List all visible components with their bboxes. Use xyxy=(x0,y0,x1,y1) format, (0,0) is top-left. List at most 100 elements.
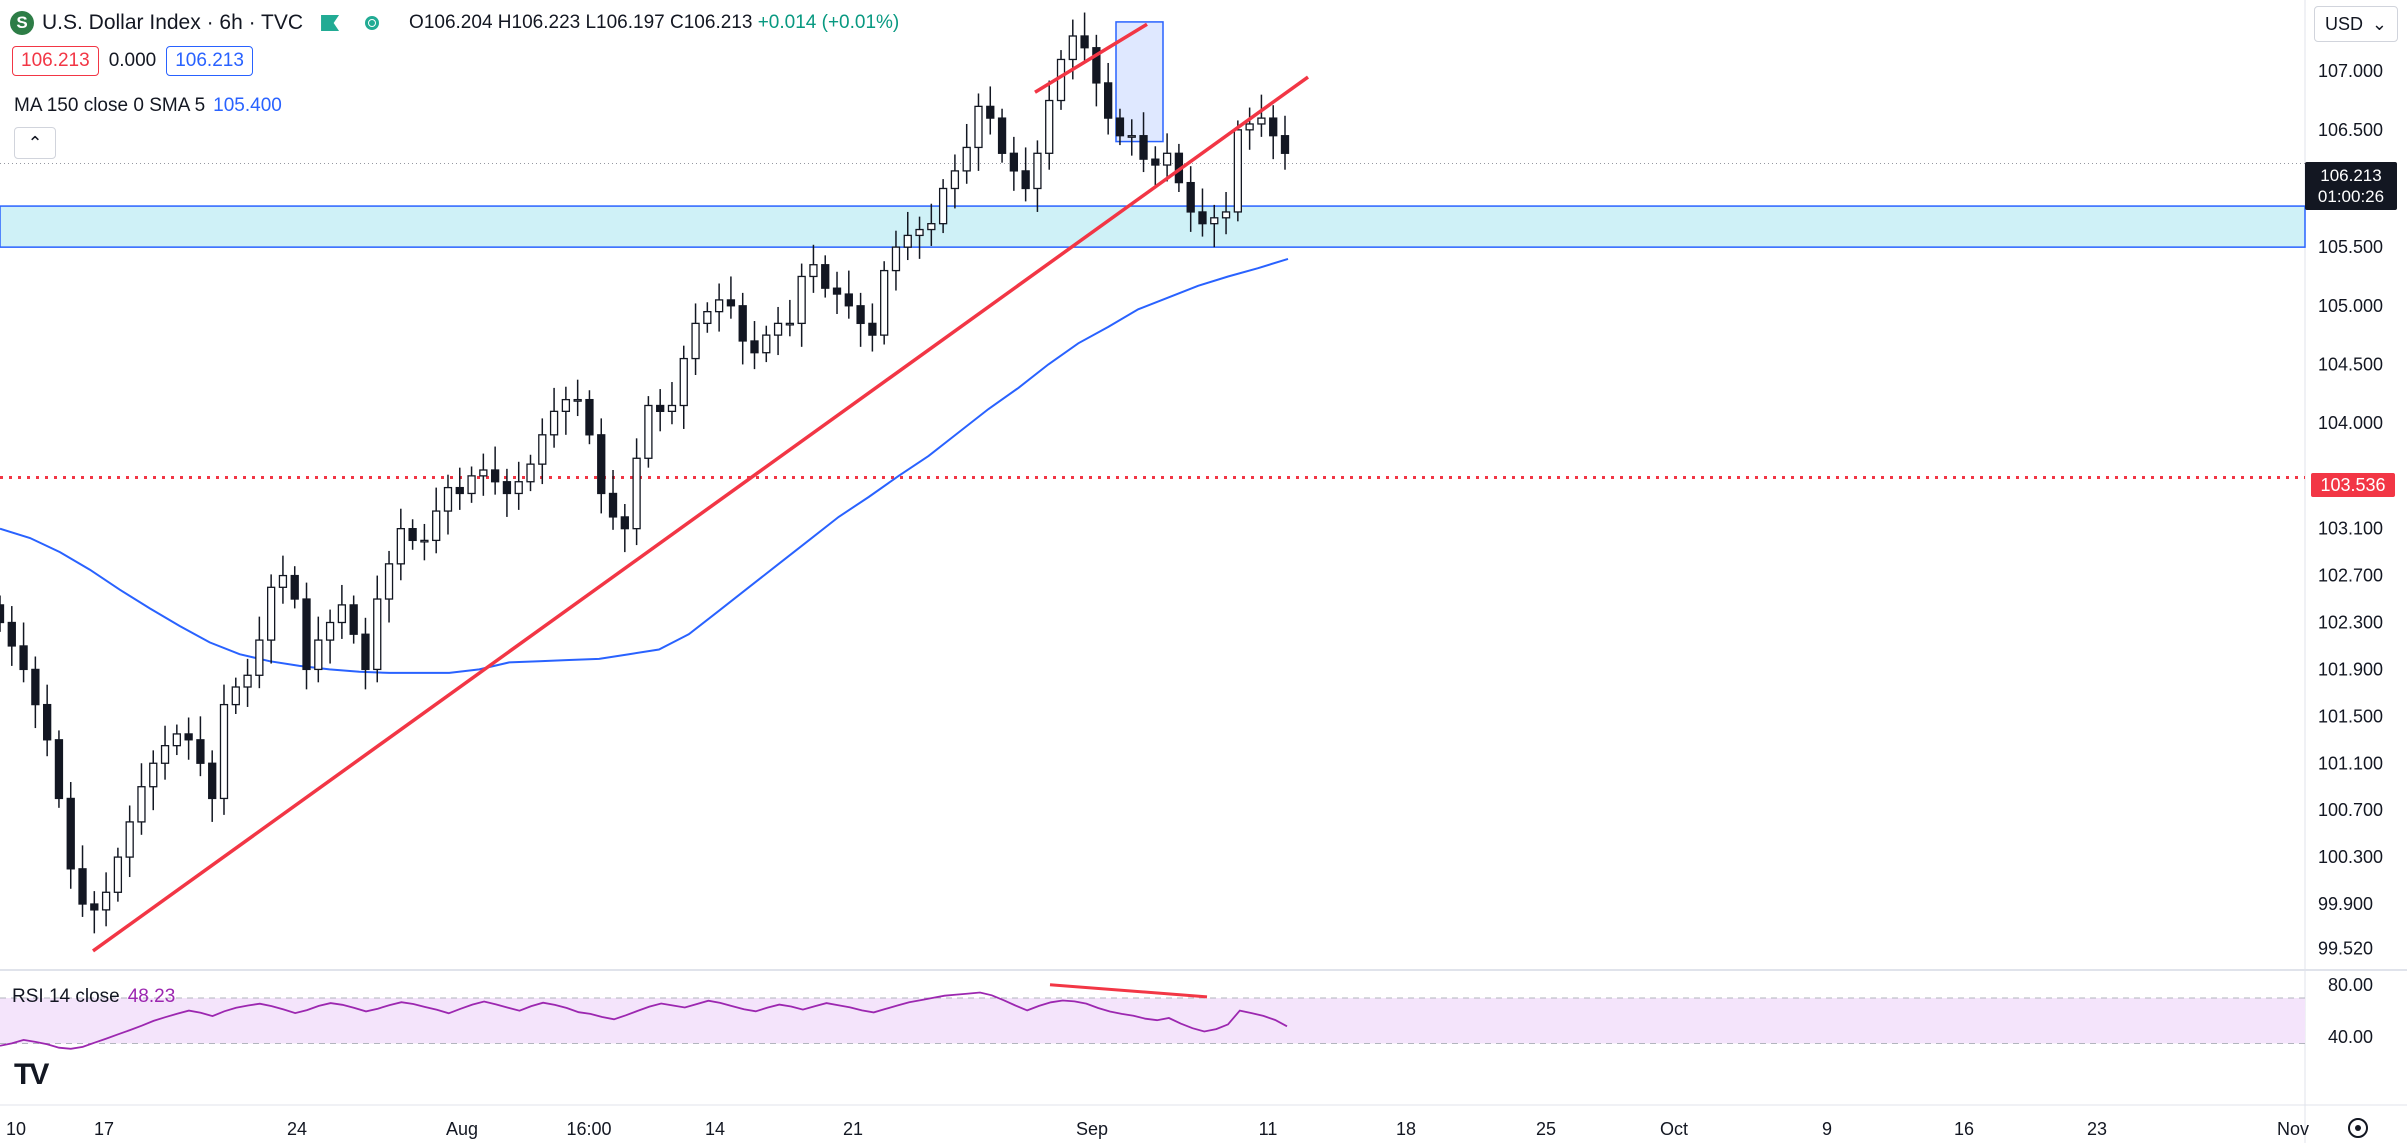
candle-down-body xyxy=(1151,158,1160,166)
candle-up-body xyxy=(773,322,783,336)
tradingview-logo-icon[interactable]: TV xyxy=(14,1058,49,1091)
candle-up-body xyxy=(703,310,712,325)
candle-up-body xyxy=(667,404,677,413)
time-axis-ticks: 10 17 24 Aug 16:00 14 21 Sep 11 18 25 Oct 9 16 23 Nov xyxy=(6,1119,2309,1139)
goto-realtime-icon[interactable] xyxy=(2348,1118,2368,1138)
candle xyxy=(196,716,205,777)
candle xyxy=(997,108,1007,163)
last-price-value: 106.213 xyxy=(2320,166,2382,185)
candle-down-body xyxy=(1009,152,1019,172)
candle-down-body xyxy=(986,105,995,119)
candle-up-body xyxy=(125,821,134,858)
time-tick-label: Oct xyxy=(1660,1119,1688,1139)
candle xyxy=(432,487,441,554)
collapse-legend-button[interactable]: ⌃ xyxy=(14,127,56,159)
candle-up-body xyxy=(337,604,347,624)
symbol-title[interactable]: U.S. Dollar Index · 6h · TVC xyxy=(42,11,304,34)
candle-up-body xyxy=(101,891,111,911)
candle-down-body xyxy=(1115,117,1125,137)
price-tick-label: 105.500 xyxy=(2318,237,2383,257)
candle xyxy=(408,519,417,550)
candle xyxy=(0,595,5,632)
candle xyxy=(538,418,547,485)
candle-up-body xyxy=(255,639,264,676)
candle xyxy=(1186,166,1195,232)
candle xyxy=(90,891,99,934)
flag-icon[interactable] xyxy=(321,15,340,31)
currency-selector[interactable]: USD ⌄ xyxy=(2314,6,2398,42)
trendline-rising-support xyxy=(91,75,1310,953)
candle xyxy=(785,299,795,337)
candle-up-body xyxy=(797,275,806,325)
time-tick-label: 17 xyxy=(94,1119,114,1139)
candle xyxy=(443,474,453,535)
candle-up-body xyxy=(172,733,181,747)
candle-up-body xyxy=(1127,135,1136,138)
candle xyxy=(502,468,512,517)
candle-down-body xyxy=(502,481,512,495)
candle-down-body xyxy=(1198,211,1207,225)
candle-down-body xyxy=(0,604,5,624)
candle xyxy=(762,325,771,363)
candle-down-body xyxy=(608,492,618,518)
candle xyxy=(679,345,688,429)
sell-price-button[interactable]: 106.213 xyxy=(12,46,99,76)
candle-down-body xyxy=(208,762,217,800)
candle-down-body xyxy=(7,621,16,647)
candle xyxy=(266,574,276,664)
candle-down-body xyxy=(54,739,64,800)
candle-up-body xyxy=(809,264,818,278)
candle-down-body xyxy=(726,299,736,307)
candle-up-body xyxy=(1162,152,1172,166)
candle xyxy=(856,292,865,347)
candle-down-body xyxy=(290,574,299,600)
candle xyxy=(809,244,818,293)
candle-up-body xyxy=(514,481,523,495)
candle xyxy=(703,302,712,333)
candle xyxy=(31,656,40,729)
candle xyxy=(373,575,382,683)
candle xyxy=(396,508,405,581)
candle xyxy=(714,283,724,332)
time-tick-label: 16:00 xyxy=(566,1119,611,1139)
price-tick-label: 100.300 xyxy=(2318,847,2383,867)
candle-up-body xyxy=(266,586,276,641)
candle xyxy=(656,389,665,432)
price-tick-label: 104.000 xyxy=(2318,413,2383,433)
candle xyxy=(219,684,229,815)
price-tick-label: 102.700 xyxy=(2318,566,2383,586)
candle xyxy=(844,270,853,319)
candle-up-body xyxy=(1245,123,1254,131)
candle-up-body xyxy=(278,574,288,588)
market-status-icon[interactable] xyxy=(365,16,380,30)
last-price-label: 106.213 01:00:26 xyxy=(2305,162,2397,210)
candle-up-body xyxy=(432,510,441,542)
candle-up-body xyxy=(384,563,394,600)
candle-up-body xyxy=(962,146,971,172)
candle-up-body xyxy=(691,322,700,360)
candle-up-body xyxy=(938,187,948,225)
time-tick-label: 11 xyxy=(1259,1119,1278,1139)
candle-down-body xyxy=(1092,47,1101,84)
candle xyxy=(891,230,901,291)
candle-up-body xyxy=(644,404,653,459)
candle xyxy=(1045,80,1054,170)
candle xyxy=(1233,120,1242,222)
ma-legend[interactable]: MA 150 close 0 SMA 5 105.400 xyxy=(14,95,282,117)
candle-down-body xyxy=(597,434,606,495)
chevron-down-icon: ⌄ xyxy=(2371,13,2387,34)
candle-down-body xyxy=(832,287,842,295)
candle xyxy=(1139,112,1148,173)
rsi-legend[interactable]: RSI 14 close 48.23 xyxy=(12,986,175,1008)
candle xyxy=(962,123,971,184)
buy-price-button[interactable]: 106.213 xyxy=(166,46,253,76)
time-tick-label: 21 xyxy=(843,1119,863,1139)
candle-down-body xyxy=(620,516,629,530)
price-tick-label: 103.100 xyxy=(2318,519,2383,539)
ma-legend-label: MA 150 close 0 SMA 5 xyxy=(14,95,206,116)
candle xyxy=(880,261,889,345)
candle xyxy=(1210,204,1219,248)
candle xyxy=(726,276,736,319)
candle-up-body xyxy=(113,856,123,893)
